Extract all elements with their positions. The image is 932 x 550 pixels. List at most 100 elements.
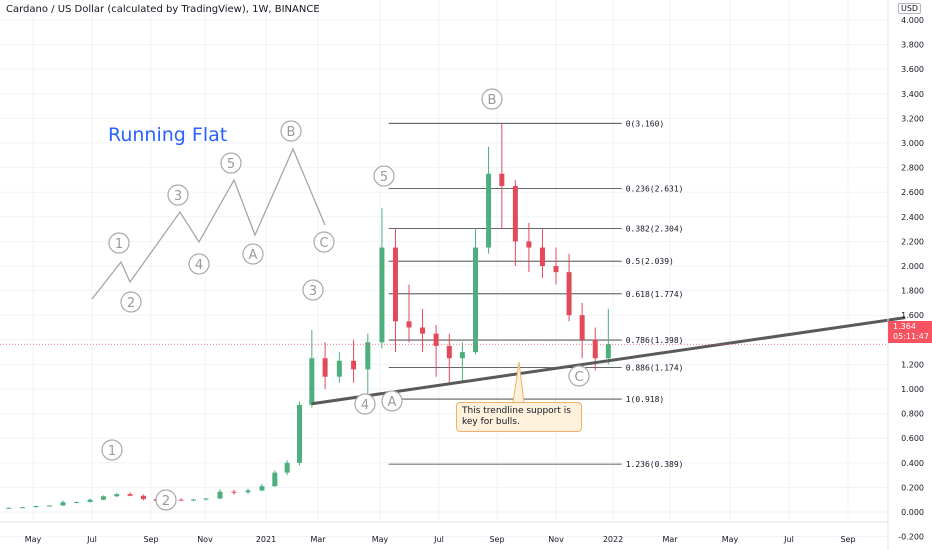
- wave-label-circle: [120, 291, 142, 313]
- wave-label-circle: [280, 120, 302, 142]
- wave-label: 4: [354, 393, 376, 415]
- y-tick-label: 3.800: [901, 41, 924, 50]
- wave-label-circle: [108, 232, 130, 254]
- candle: [74, 501, 80, 504]
- candle-body: [592, 339, 598, 359]
- candle: [87, 498, 93, 503]
- wave-label: C: [313, 231, 335, 253]
- y-tick-label: 2.800: [901, 164, 924, 173]
- candle-body: [446, 345, 452, 359]
- candle: [336, 352, 342, 383]
- candle-body: [33, 505, 39, 508]
- candle: [579, 302, 585, 359]
- candle-body: [566, 272, 572, 316]
- x-tick-label: Sep: [840, 535, 855, 544]
- chart-title: Cardano / US Dollar (calculated by Tradi…: [6, 4, 320, 15]
- wave-label: 5: [373, 165, 395, 187]
- candle: [245, 488, 251, 495]
- wave-label: C: [568, 365, 590, 387]
- x-tick-label: Jul: [433, 535, 444, 544]
- callout-pointer: [512, 361, 525, 404]
- fibonacci-retracement[interactable]: 0(3.160) 0.236(2.631) 0.382(2.304) 0.5(2.03…: [388, 119, 684, 469]
- candle: [392, 229, 398, 353]
- candle: [420, 309, 426, 353]
- candle: [140, 494, 146, 501]
- candle-body: [406, 321, 412, 328]
- candle-body: [322, 358, 328, 377]
- wave-label: 2: [155, 489, 177, 511]
- candle: [296, 401, 302, 466]
- fib-level-label: 0.5(2.039): [626, 257, 674, 266]
- x-tick-label: Jul: [783, 535, 794, 544]
- candle-body: [351, 360, 357, 370]
- y-tick-label: -0.200: [898, 533, 924, 542]
- currency-badge[interactable]: USD: [898, 3, 922, 14]
- candle-body: [272, 472, 278, 487]
- candle-body: [459, 352, 465, 359]
- running-flat-schematic: [91, 147, 326, 300]
- x-tick-label: Mar: [310, 535, 326, 544]
- y-tick-label: 3.400: [901, 90, 924, 99]
- candle-body: [231, 491, 237, 493]
- fib-level-label: 0(3.160): [626, 119, 665, 128]
- candle-body: [579, 315, 585, 340]
- x-axis[interactable]: May Jul Sep Nov 2021 Mar May Jul Sep Nov 2022 Mar Ma…: [25, 535, 856, 544]
- candle: [365, 333, 371, 399]
- candle: [190, 498, 196, 502]
- candle-body: [190, 499, 196, 501]
- candle-body: [512, 186, 518, 242]
- y-tick-label: 1.000: [901, 385, 924, 394]
- support-trendline[interactable]: [311, 316, 906, 406]
- fib-level-label: 0.236(2.631): [626, 184, 684, 193]
- candle: [433, 325, 439, 377]
- candle: [6, 507, 12, 509]
- x-tick-label: Nov: [548, 535, 564, 544]
- y-tick-label: 3.000: [901, 139, 924, 148]
- candle-body: [486, 173, 492, 248]
- y-tick-label: 1.200: [901, 360, 924, 369]
- candle: [309, 329, 315, 408]
- candle: [114, 492, 120, 498]
- candle: [46, 505, 52, 507]
- wave-label-circle: [101, 439, 123, 461]
- fib-level-label: 0.786(1.398): [626, 336, 684, 345]
- y-tick-label: 2.400: [901, 213, 924, 222]
- candle: [553, 247, 559, 285]
- x-tick-label: 2022: [603, 535, 623, 544]
- fib-level-label: 0.886(1.174): [626, 364, 684, 373]
- candle-body: [114, 494, 120, 497]
- candle: [351, 339, 357, 383]
- candle-body: [245, 490, 251, 493]
- candle: [539, 229, 545, 279]
- candle-body: [553, 266, 559, 273]
- x-tick-label: Sep: [489, 535, 504, 544]
- candle: [406, 284, 412, 343]
- y-tick-label: 4.000: [901, 16, 924, 25]
- wave-label-circle: [167, 184, 189, 206]
- y-tick-label: 1.800: [901, 287, 924, 296]
- y-axis[interactable]: 4.000 3.800 3.600 3.400 3.200 3.000 2.800 2.600…: [898, 16, 924, 542]
- wave-label: 2: [120, 291, 142, 313]
- candle-body: [127, 494, 133, 496]
- candle: [284, 460, 290, 476]
- candle: [446, 333, 452, 383]
- candle-body: [539, 247, 545, 266]
- wave-label-text: A: [388, 395, 397, 410]
- wave-label-text: B: [287, 125, 296, 140]
- bar-countdown: 05:11:47: [893, 332, 929, 341]
- fib-level-label: 1(0.918): [626, 395, 665, 404]
- wave-label-circle: [381, 390, 403, 412]
- candle-body: [433, 333, 439, 346]
- wave-label-text: 2: [127, 296, 135, 311]
- candle-body: [296, 404, 302, 463]
- x-tick-label: May: [372, 535, 389, 544]
- x-tick-label: Jul: [86, 535, 97, 544]
- candle-body: [284, 462, 290, 473]
- y-gridlines: [0, 19, 888, 538]
- current-price-value: 1.364: [893, 322, 916, 331]
- x-tick-label: May: [722, 535, 739, 544]
- candle-body: [60, 502, 66, 506]
- x-tick-label: 2021: [256, 535, 276, 544]
- wave-label-text: 3: [309, 284, 317, 299]
